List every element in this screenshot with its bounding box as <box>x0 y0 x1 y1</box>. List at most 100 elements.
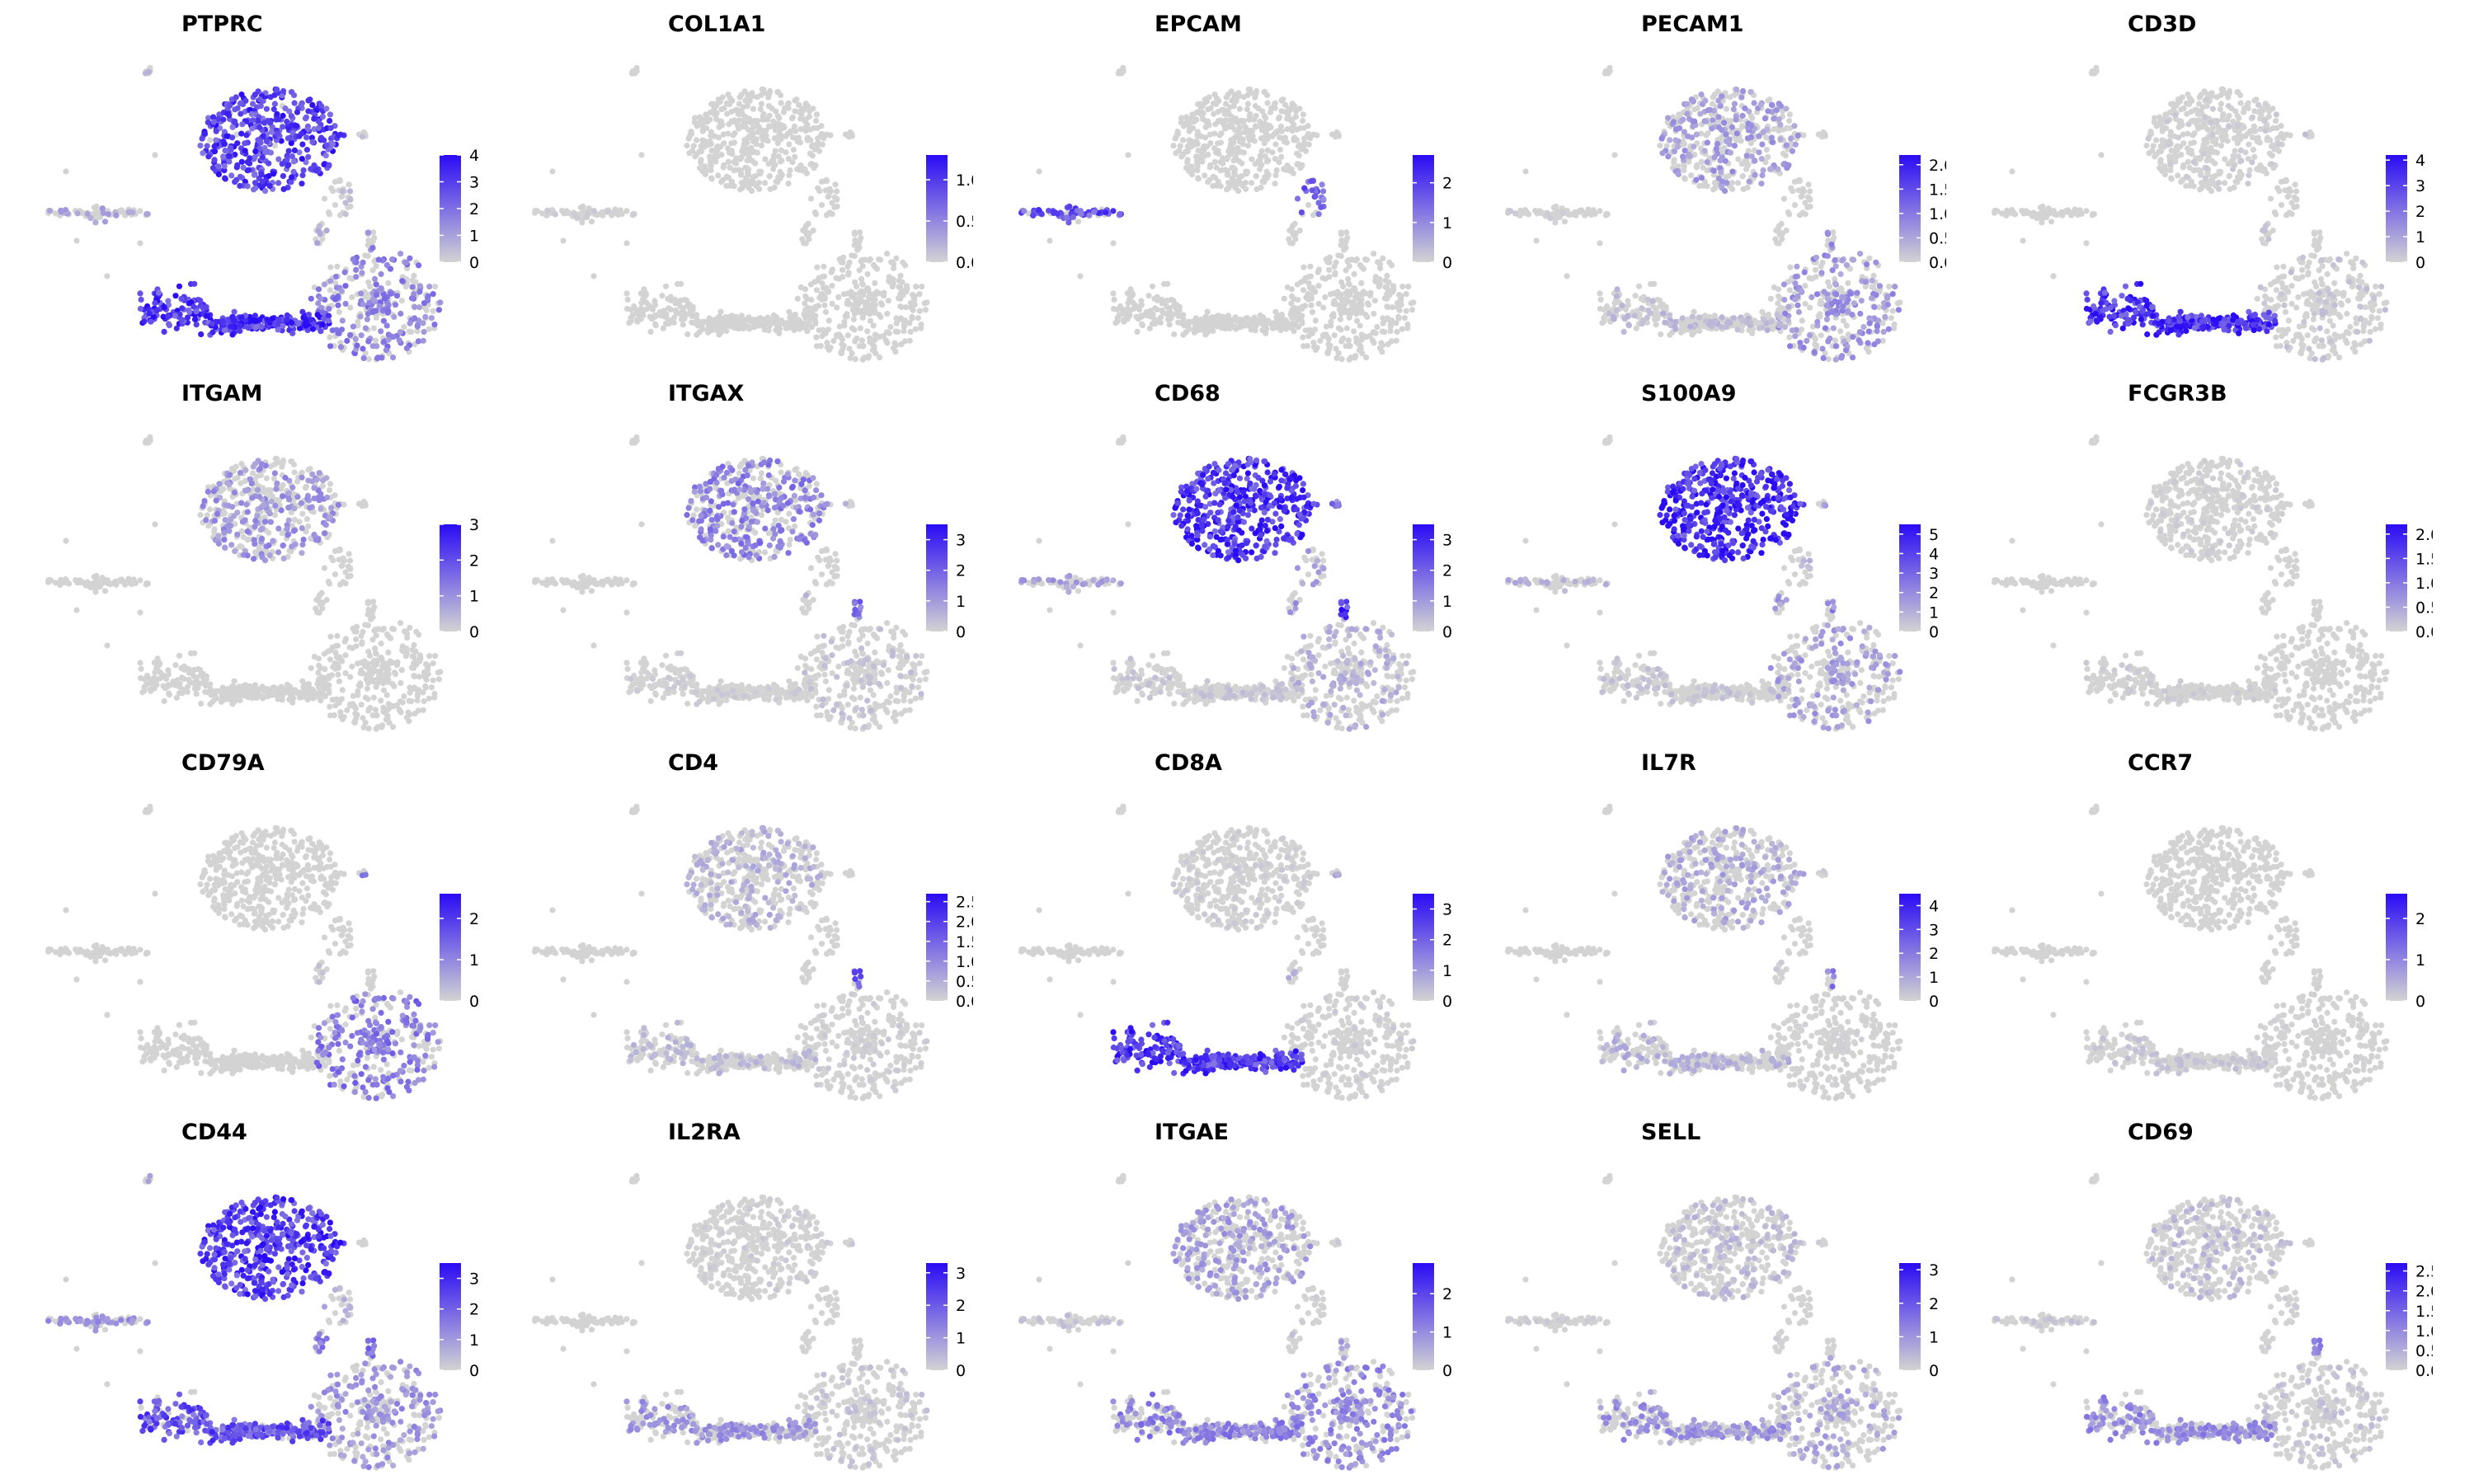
cell-point <box>2232 148 2238 154</box>
cell-point <box>259 154 266 161</box>
cell-point <box>1564 273 1570 279</box>
cell-point <box>1212 121 1219 128</box>
cell-point <box>794 317 801 323</box>
cell-point <box>1776 232 1784 238</box>
cell-point <box>1300 111 1306 118</box>
cell-point <box>237 182 243 190</box>
cell-point <box>813 287 820 294</box>
cell-point <box>867 311 873 317</box>
cell-point <box>280 112 286 119</box>
cell-point <box>229 134 236 141</box>
cell-point <box>378 270 384 278</box>
cell-point <box>290 158 297 165</box>
cell-point <box>849 294 855 300</box>
cell-point <box>1751 147 1757 153</box>
cell-point <box>1278 312 1286 318</box>
cell-point <box>1794 178 1801 185</box>
cell-point <box>1743 319 1750 326</box>
cell-point <box>1299 317 1305 324</box>
cell-point <box>373 314 379 321</box>
cell-point <box>1320 304 1327 311</box>
cell-point <box>571 210 577 218</box>
cell-point <box>1117 211 1123 218</box>
cell-point <box>719 94 726 101</box>
cell-point <box>1322 275 1329 282</box>
cell-point <box>193 308 200 315</box>
cell-point <box>698 148 705 155</box>
cell-point <box>308 134 315 141</box>
cell-point <box>1849 312 1856 318</box>
cell-point <box>1740 87 1747 95</box>
cell-point <box>772 148 778 154</box>
cell-point <box>1730 315 1737 322</box>
cell-point <box>1719 154 1725 161</box>
cell-point <box>2273 118 2279 124</box>
cell-point <box>1262 122 1268 129</box>
cell-point <box>1252 161 1258 167</box>
cell-point <box>1671 148 1678 155</box>
panel-title: COL1A1 <box>668 12 765 37</box>
cell-point <box>1709 101 1716 107</box>
cell-point <box>1765 97 1771 104</box>
cell-point <box>812 303 819 310</box>
cell-point <box>1121 318 1127 325</box>
cell-point <box>1218 325 1225 331</box>
cell-point <box>1711 180 1719 186</box>
cell-point <box>1794 263 1800 270</box>
feature-panel-cd3d: CD3D 0 1 2 3 4 <box>1946 0 2433 368</box>
cell-point <box>1785 211 1793 218</box>
cell-point <box>848 132 854 139</box>
cell-point <box>422 313 429 320</box>
cell-point <box>1338 356 1345 363</box>
cell-point <box>1768 134 1775 141</box>
cell-point <box>1174 130 1181 137</box>
cell-point <box>1239 160 1245 167</box>
cell-point <box>383 261 390 269</box>
cell-point <box>754 149 760 156</box>
cell-point <box>660 325 666 331</box>
cell-point <box>227 102 233 109</box>
cell-point <box>1849 256 1856 263</box>
legend-tick-label: 1 <box>469 228 479 246</box>
cell-point <box>1886 284 1893 290</box>
cell-point <box>1369 337 1376 344</box>
cell-point <box>389 256 396 263</box>
cell-point <box>1271 130 1277 137</box>
cell-point <box>623 208 630 214</box>
cell-point <box>846 345 853 352</box>
cell-point <box>1813 254 1820 261</box>
cell-point <box>761 321 769 327</box>
cell-point <box>670 314 678 321</box>
cell-point <box>1235 144 1241 151</box>
cell-point <box>425 293 431 299</box>
cell-point <box>1235 120 1241 126</box>
cell-point <box>1247 130 1253 137</box>
cell-point <box>633 310 639 317</box>
cell-point <box>1606 310 1612 317</box>
cell-point <box>746 133 753 139</box>
cell-point <box>901 328 907 335</box>
cell-point <box>101 218 109 225</box>
cell-point <box>352 336 359 342</box>
cell-point <box>1302 327 1309 334</box>
cell-point <box>1777 103 1785 110</box>
cell-point <box>327 343 334 350</box>
cell-point <box>1288 286 1296 293</box>
cell-point <box>1704 139 1710 146</box>
cell-point <box>1807 331 1813 338</box>
cell-point <box>1830 325 1837 331</box>
cell-point <box>1825 279 1832 285</box>
cell-point <box>1605 70 1611 77</box>
cell-point <box>790 322 797 328</box>
cell-point <box>1740 186 1747 192</box>
cell-point <box>238 110 244 117</box>
cell-point <box>1267 109 1274 115</box>
cell-point <box>685 135 692 142</box>
cell-point <box>305 108 312 115</box>
cell-point <box>1807 188 1813 195</box>
cell-point <box>1818 270 1825 276</box>
cell-point <box>1533 237 1540 244</box>
cell-point <box>84 210 91 218</box>
